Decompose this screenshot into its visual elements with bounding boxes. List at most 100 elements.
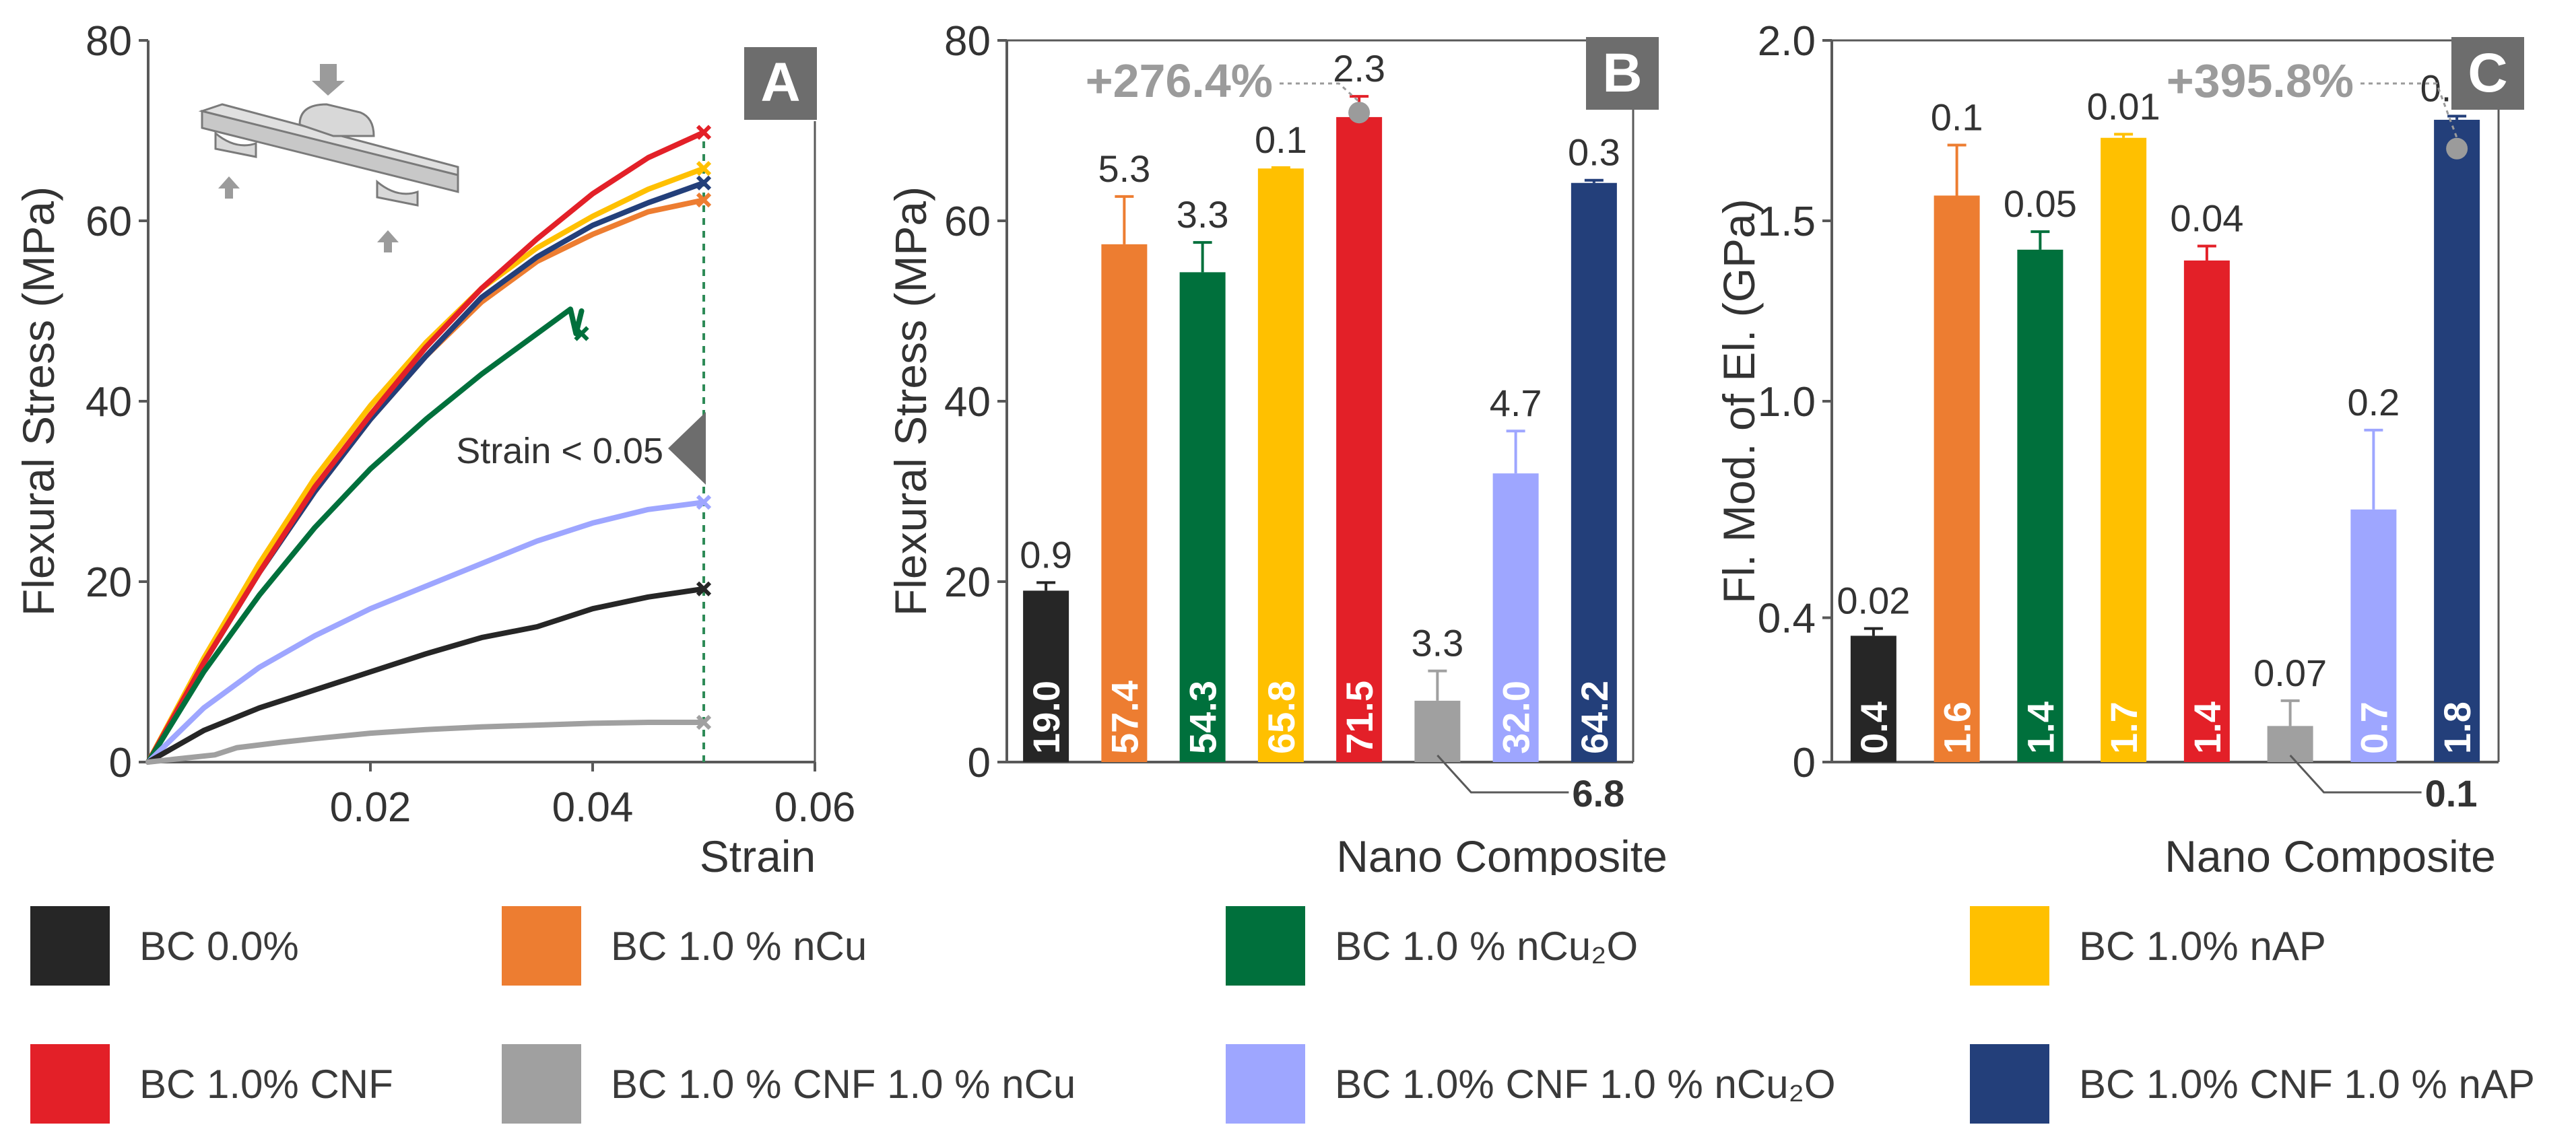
- panel-b-error-label-CNFnCu: 3.3: [1411, 622, 1463, 664]
- panel-a-end-marker-CNF: [696, 125, 712, 140]
- panel-b-bar-nCu2O: [1179, 272, 1226, 762]
- panel-b-increase-leader: [1280, 82, 1360, 103]
- panel-c-x-axis-label: Nano Composite: [2165, 831, 2496, 875]
- panel-c-increase-leader: [2360, 82, 2458, 139]
- panel-b-y-tick-label: 40: [944, 379, 991, 425]
- legend-swatch: [502, 906, 581, 986]
- panel-b-bar-BC00: [1023, 590, 1069, 762]
- panel-b-y-tick-label: 60: [944, 199, 991, 245]
- panel-a-end-marker-CNFnCu: [696, 714, 712, 730]
- panel-b-error-label-nAP: 0.1: [1255, 118, 1307, 161]
- panel-b-error-label-CNF: 2.3: [1333, 47, 1385, 90]
- beam-icon-press: [298, 103, 375, 137]
- panel-c-bar-CNF: [2183, 260, 2230, 763]
- panel-a-end-marker-BC00: [696, 581, 712, 596]
- panel-c-bar-BC00: [1850, 636, 1896, 762]
- panel-a-series-line-nCu: [145, 197, 706, 765]
- panel-c-error-label-nCu: 0.1: [1931, 96, 1983, 138]
- panel-a-end-marker-CNFnCu2O: [696, 494, 712, 510]
- panel-c-y-tick-label: 1.0: [1758, 379, 1816, 425]
- panel-b-increase-dot: [1348, 102, 1370, 124]
- panel-b-error-label-CNFnAP: 0.3: [1568, 131, 1620, 174]
- panel-c-value-label-nCu: 1.6: [1936, 701, 1979, 754]
- panel-b-y-tick-label: 0: [968, 740, 991, 786]
- legend-swatch: [1970, 906, 2049, 986]
- panel-a-series-line-CNFnCu: [145, 720, 706, 765]
- panel-b-bar-CNFnCu2O: [1492, 473, 1539, 762]
- beam-icon-down-arrow: [312, 64, 345, 96]
- panel-b-bar-CNFnAP: [1571, 182, 1617, 763]
- panel-c-value-label-nAP: 1.7: [2103, 701, 2145, 754]
- panel-c-error-label-CNFnCu2O: 0.2: [2347, 381, 2400, 423]
- panel-c-callout-label: 0.1: [2425, 772, 2478, 815]
- panel-c-value-label-BC00: 0.4: [1853, 701, 1895, 754]
- legend-label: BC 0.0%: [139, 923, 299, 969]
- panel-b-callout-label: 6.8: [1572, 772, 1624, 815]
- panel-c-value-label-CNF: 1.4: [2186, 701, 2228, 754]
- panel-b-bar-CNF: [1336, 116, 1383, 762]
- panel-b-error-label-nCu: 5.3: [1098, 147, 1150, 190]
- panel-c-value-label-nCu2O: 1.4: [2019, 701, 2061, 754]
- panel-c-error-label-nAP: 0.01: [2087, 85, 2160, 127]
- panel-a-series-line-nAP: [145, 166, 706, 765]
- panel-a-end-marker-nCu: [696, 193, 712, 208]
- panel-c-bar-CNFnAP: [2434, 119, 2480, 763]
- legend: BC 0.0% BC 1.0 % nCu BC 1.0 % nCu₂O BC 1.0%…: [0, 875, 2576, 1133]
- beam-icon-support-left: [214, 131, 257, 158]
- panel-b-value-label-CNFnAP: 64.2: [1573, 681, 1616, 754]
- panel-a-end-marker-nAP: [696, 161, 712, 176]
- panel-a-end-marker-CNFnAP: [696, 175, 712, 191]
- panel-c-increase-label: +395.8%: [2167, 55, 2354, 107]
- panel-a-end-marker-nCu2O: [574, 326, 589, 341]
- panel-a-x-tick-label: 0.06: [774, 784, 856, 831]
- panel-a-y-tick-label: 20: [86, 559, 132, 606]
- panel-a-series-line-BC00: [145, 586, 706, 765]
- panel-a-y-tick-label: 60: [86, 199, 132, 245]
- panel-c-label-box: [2451, 37, 2524, 110]
- panel-b-value-label-nCu: 57.4: [1103, 681, 1146, 754]
- panel-b-bar-nCu: [1101, 244, 1148, 763]
- panel-c-y-tick-label: 1.5: [1758, 199, 1816, 245]
- panel-c-y-tick-label: 0: [1793, 740, 1816, 786]
- panel-a-x-tick-label: 0.02: [330, 784, 411, 831]
- panel-c-y-axis-label: Fl. Mod. of El. (GPa): [1714, 199, 1764, 603]
- panel-a-series-line-CNFnCu2O: [145, 500, 706, 765]
- panel-b-error-label-nCu2O: 3.3: [1177, 193, 1229, 236]
- panel-c-error-label-CNFnCu: 0.07: [2253, 652, 2327, 694]
- panel-c-bar-nAP: [2101, 137, 2147, 763]
- legend-item-CNFnCu2O: BC 1.0% CNF 1.0 % nCu₂O: [1226, 1040, 1836, 1128]
- legend-item-CNFnCu: BC 1.0 % CNF 1.0 % nCu: [502, 1040, 1076, 1128]
- panel-c-y-tick-label: 2.0: [1758, 18, 1816, 65]
- panel-b-x-axis-label: Nano Composite: [1336, 831, 1667, 875]
- beam-icon-up-arrow-right: [377, 230, 399, 252]
- panel-b-value-label-nCu2O: 54.3: [1182, 681, 1224, 754]
- panel-c-bar-nCu: [1934, 195, 1980, 763]
- beam-icon-up-arrow-left: [218, 176, 240, 199]
- panel-c-error-label-BC00: 0.02: [1837, 580, 1910, 622]
- legend-swatch: [30, 906, 110, 986]
- panel-a-label: A: [760, 52, 800, 113]
- panel-c-bar-nCu2O: [2017, 249, 2063, 762]
- panel-b-y-tick-label: 20: [944, 559, 991, 606]
- legend-label: BC 1.0 % CNF 1.0 % nCu: [611, 1061, 1076, 1107]
- beam-icon: [198, 64, 459, 252]
- beam-icon-support-right: [376, 179, 419, 207]
- panel-b-error-label-CNFnCu2O: 4.7: [1490, 382, 1542, 424]
- legend-swatch: [1226, 906, 1305, 986]
- panel-b-error-label-BC00: 0.9: [1020, 533, 1072, 576]
- panel-b-value-label-CNFnCu2O: 32.0: [1495, 681, 1538, 754]
- legend-item-nAP: BC 1.0% nAP: [1970, 902, 2326, 990]
- panel-b-bar-CNFnCu: [1414, 700, 1461, 762]
- legend-swatch: [1970, 1044, 2049, 1124]
- legend-item-CNFnAP: BC 1.0% CNF 1.0 % nAP: [1970, 1040, 2535, 1128]
- panel-c-error-label-CNF: 0.04: [2170, 197, 2243, 240]
- legend-swatch: [30, 1044, 110, 1124]
- legend-label: BC 1.0% CNF 1.0 % nCu₂O: [1335, 1061, 1836, 1107]
- panel-a-y-tick-label: 40: [86, 379, 132, 425]
- panel-a-strain-annotation: Strain < 0.05: [456, 431, 663, 471]
- panel-a-x-tick-label: 0.04: [552, 784, 634, 831]
- panel-c-y-tick-label: 0.4: [1758, 596, 1816, 642]
- panel-b-callout-line: [1436, 754, 1569, 794]
